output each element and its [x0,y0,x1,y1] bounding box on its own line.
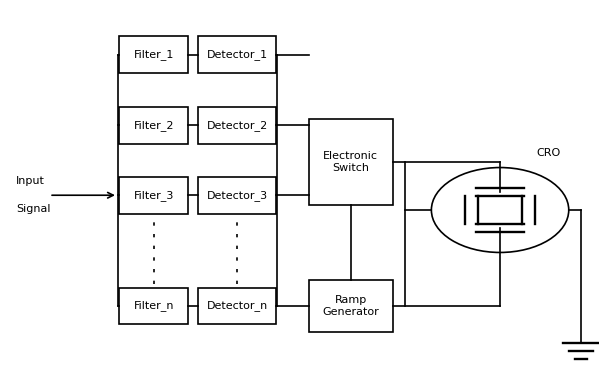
Bar [119,288,188,324]
Bar [199,288,276,324]
Bar [119,177,188,214]
Text: Detector_1: Detector_1 [207,49,268,60]
Text: Detector_2: Detector_2 [206,120,268,131]
Text: Filter_2: Filter_2 [133,120,174,131]
Bar [119,107,188,144]
Text: CRO: CRO [536,148,560,158]
Text: Ramp
Generator: Ramp Generator [322,295,379,317]
Bar [119,36,188,73]
Text: Electronic
Switch: Electronic Switch [323,151,378,173]
Bar [199,177,276,214]
Text: Filter_n: Filter_n [133,301,174,311]
Text: Signal: Signal [16,204,51,214]
Text: Detector_n: Detector_n [206,301,268,311]
Bar [309,280,392,332]
Text: Detector_3: Detector_3 [207,190,268,201]
Text: Input: Input [16,176,45,186]
Bar [199,36,276,73]
Text: Filter_3: Filter_3 [133,190,174,201]
Text: Filter_1: Filter_1 [133,49,174,60]
Bar [309,119,392,205]
Bar [199,107,276,144]
